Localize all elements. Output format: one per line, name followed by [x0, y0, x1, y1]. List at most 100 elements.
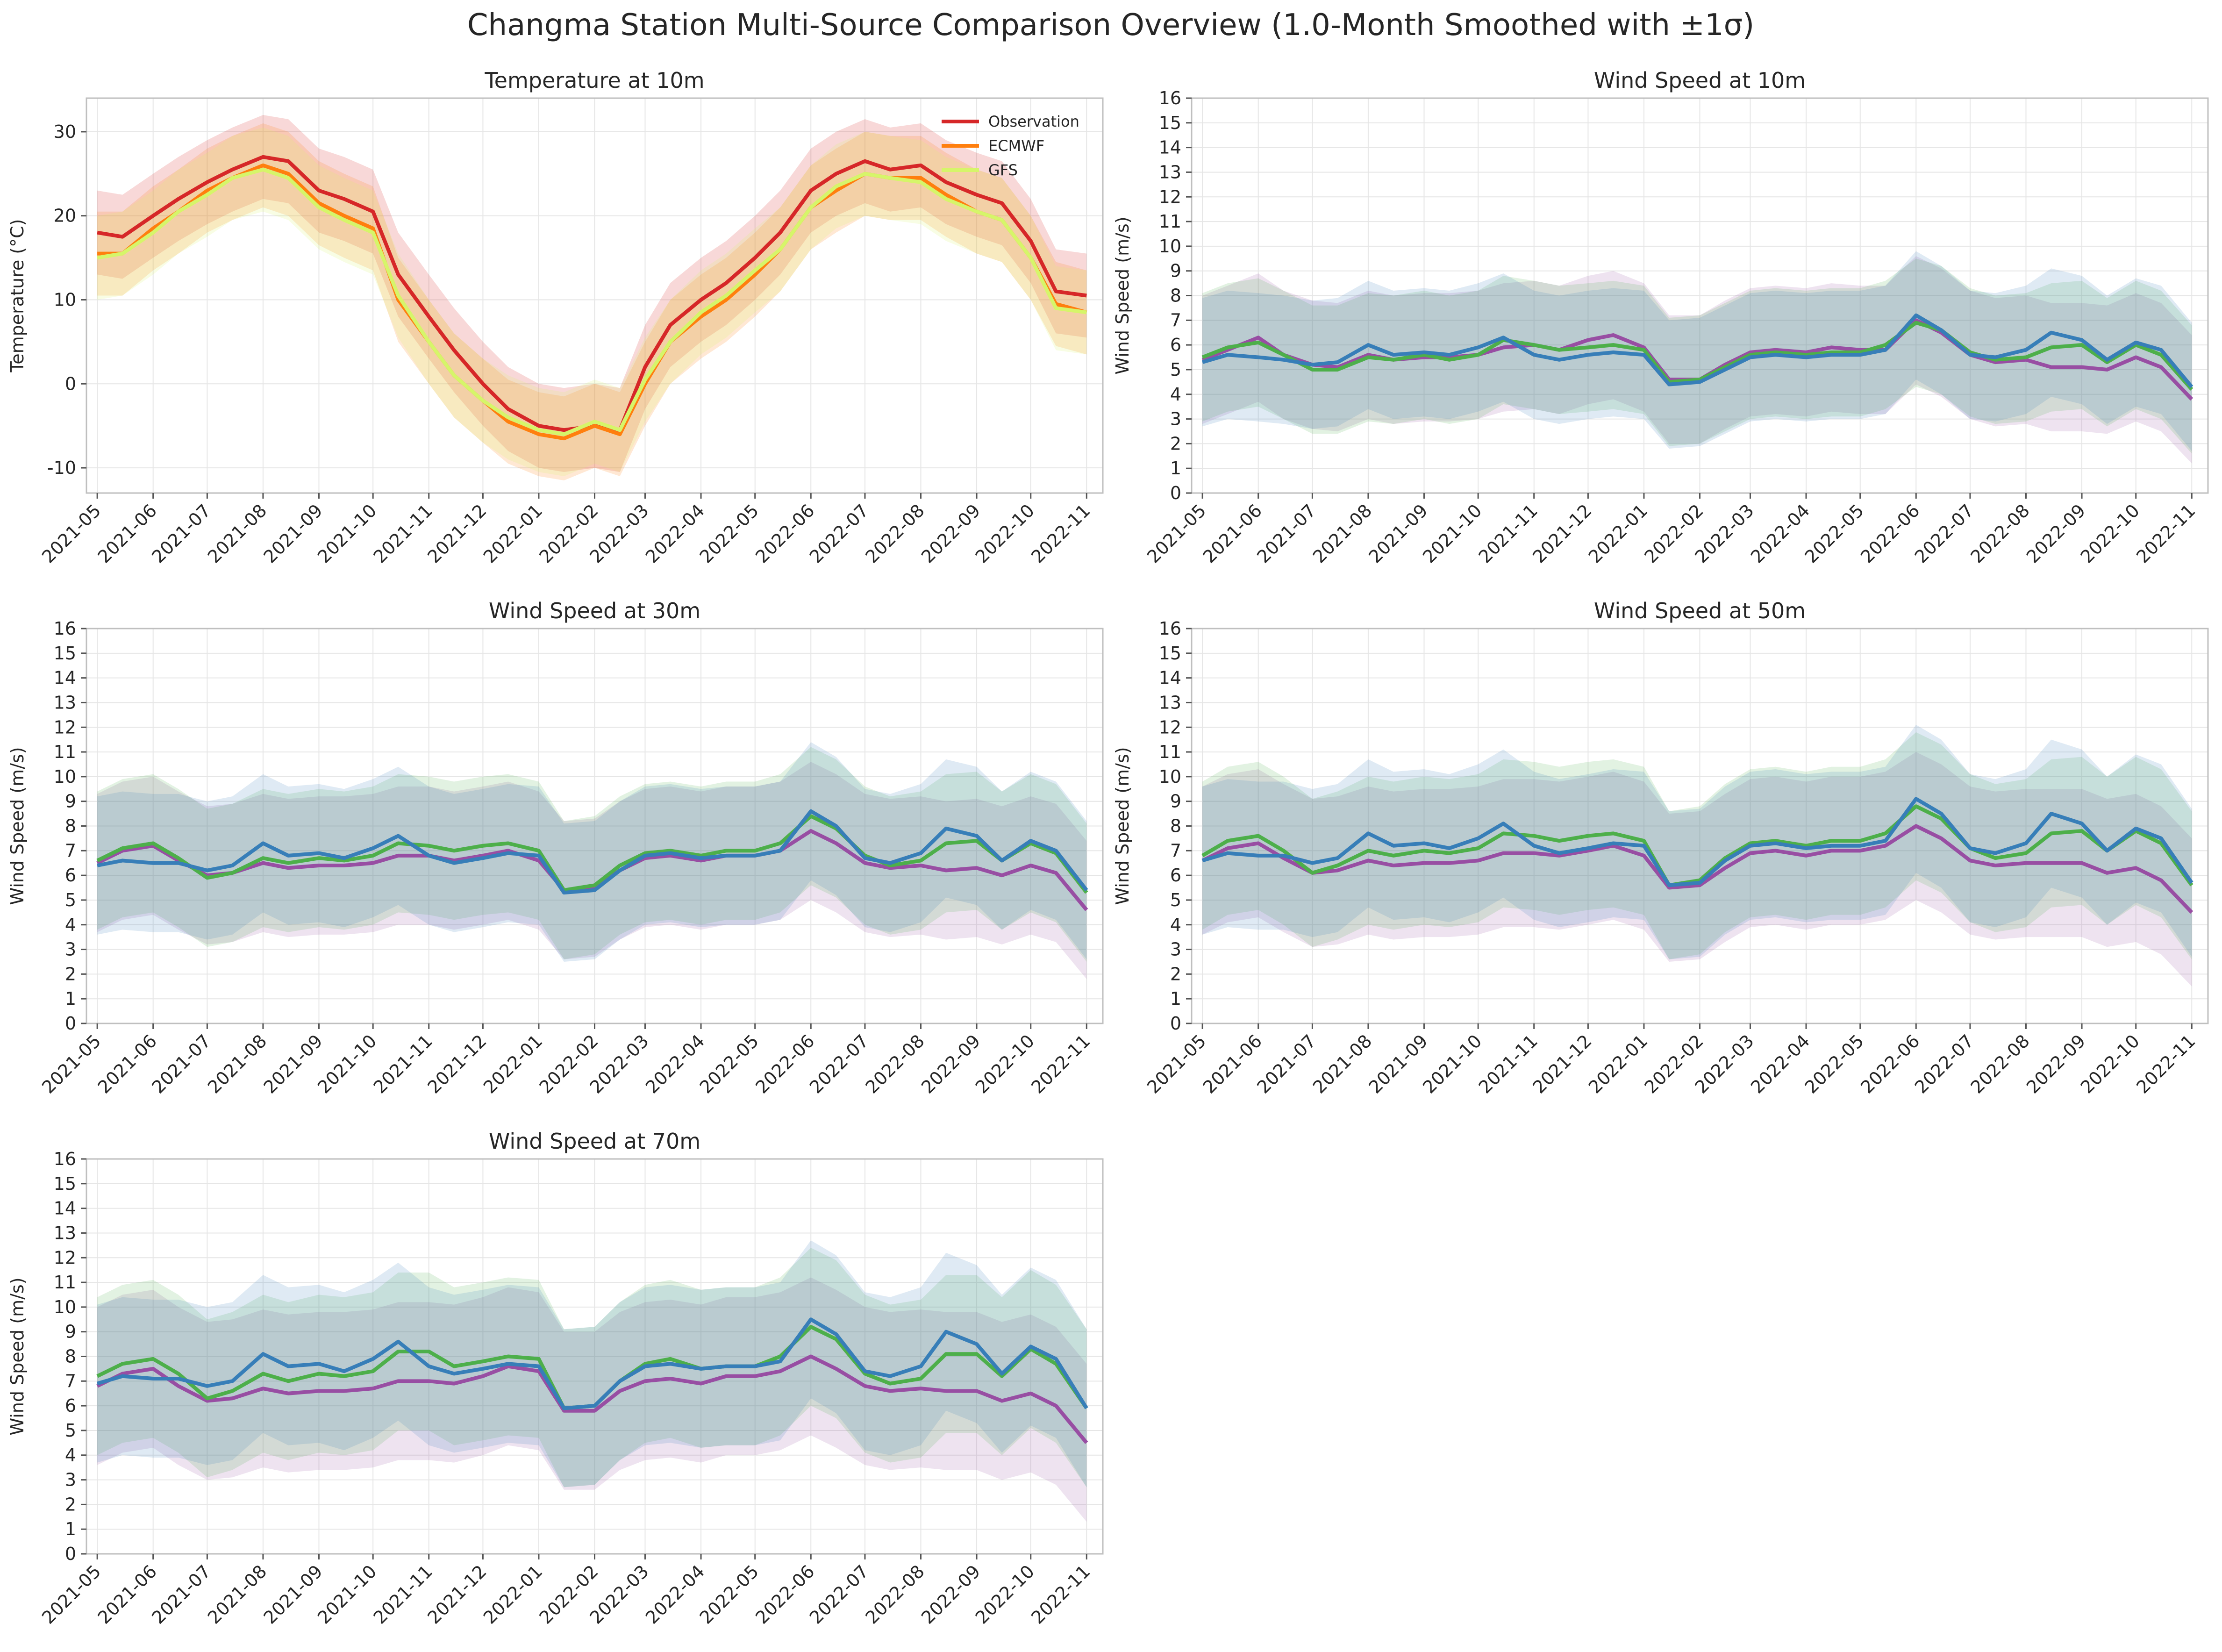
series-group [96, 742, 1088, 979]
series-group [1201, 724, 2193, 987]
series-line-3 [1202, 797, 2193, 887]
panel-title: Wind Speed at 70m [489, 1129, 700, 1154]
y-tick-label: 11 [1159, 742, 1181, 762]
sigma-band-2 [97, 747, 1087, 962]
y-tick-label: 20 [54, 206, 76, 226]
y-tick-label: 5 [1170, 359, 1181, 380]
series-line-3 [97, 167, 1087, 436]
y-tick-label: 4 [65, 915, 76, 935]
sigma-band-2 [97, 1248, 1087, 1488]
sigma-band-1 [1202, 256, 2192, 464]
panel-wind50: 0123456789101112131415162021-052021-0620… [1112, 598, 2209, 1098]
panel-wind10: 0123456789101112131415162021-052021-0620… [1112, 68, 2209, 567]
y-tick-label: 6 [1170, 865, 1181, 886]
y-tick-label: 15 [1159, 643, 1181, 664]
y-tick-label: 1 [1170, 458, 1181, 479]
y-tick-label: 7 [65, 1371, 76, 1391]
y-axis-label: Wind Speed (m/s) [7, 747, 28, 905]
y-tick-label: 3 [65, 939, 76, 960]
series-group [97, 114, 1087, 481]
grid [86, 1159, 1103, 1554]
legend: Observation ECMWF GFS [942, 113, 1079, 179]
panel-wind30: 0123456789101112131415162021-052021-0620… [7, 598, 1104, 1098]
sigma-band-1 [1202, 752, 2192, 987]
y-tick-label: 30 [54, 122, 76, 142]
y-tick-label: 0 [1170, 1013, 1181, 1034]
sigma-band-2 [1202, 258, 2192, 454]
y-tick-label: 12 [54, 717, 76, 737]
y-tick-label: 2 [1170, 964, 1181, 984]
panel-wind70: 0123456789101112131415162021-052021-0620… [7, 1129, 1104, 1628]
y-tick-label: 2 [65, 964, 76, 984]
sigma-band-3 [1202, 724, 2192, 959]
y-tick-label: 9 [65, 1322, 76, 1342]
sigma-band-2 [97, 123, 1087, 481]
y-tick-label: 9 [1170, 791, 1181, 812]
y-tick-label: 6 [1170, 335, 1181, 355]
y-tick-label: 15 [54, 643, 76, 664]
y-tick-label: 8 [65, 1346, 76, 1367]
legend-entry: GFS [988, 161, 1018, 179]
sigma-band-3 [97, 1240, 1087, 1488]
panel-title: Wind Speed at 30m [489, 598, 700, 623]
y-tick-label: 12 [1159, 717, 1181, 737]
series-line-2 [96, 814, 1088, 894]
y-tick-label: 14 [54, 668, 76, 688]
y-tick-label: 13 [54, 692, 76, 713]
y-tick-label: 6 [65, 865, 76, 886]
figure-suptitle: Changma Station Multi-Source Comparison … [467, 8, 1754, 43]
series-line-1 [96, 1354, 1088, 1444]
y-tick-label: 1 [65, 1519, 76, 1539]
y-tick-label: 11 [1159, 211, 1181, 232]
y-tick-label: -10 [47, 458, 76, 478]
y-tick-label: 16 [54, 1149, 76, 1169]
y-tick-label: 15 [54, 1173, 76, 1194]
y-tick-label: 13 [1159, 162, 1181, 182]
y-tick-label: 2 [65, 1494, 76, 1515]
y-tick-label: 7 [1170, 310, 1181, 330]
y-tick-label: 5 [1170, 890, 1181, 910]
y-tick-label: 10 [54, 766, 76, 787]
y-tick-label: 16 [54, 618, 76, 639]
series-line-3 [97, 1317, 1088, 1410]
y-tick-label: 13 [54, 1223, 76, 1243]
y-tick-label: 0 [65, 373, 76, 394]
y-tick-label: 1 [1170, 988, 1181, 1009]
panel-temp10: -1001020302021-052021-062021-072021-0820… [7, 68, 1104, 567]
y-axis-label: Temperature (°C) [7, 219, 28, 373]
y-tick-label: 5 [65, 1420, 76, 1441]
sigma-band-1 [97, 114, 1087, 472]
y-tick-label: 4 [1170, 915, 1181, 935]
y-tick-label: 7 [65, 840, 76, 861]
y-tick-label: 11 [54, 1272, 76, 1293]
series-line-1 [1201, 824, 2193, 914]
series-line-3 [97, 809, 1088, 895]
grid [1192, 98, 2208, 493]
y-tick-label: 12 [1159, 186, 1181, 207]
y-tick-label: 3 [1170, 939, 1181, 960]
y-tick-label: 8 [1170, 286, 1181, 306]
sigma-band-3 [97, 742, 1087, 962]
y-tick-label: 7 [1170, 840, 1181, 861]
y-tick-label: 11 [54, 742, 76, 762]
y-tick-label: 0 [65, 1544, 76, 1564]
y-tick-label: 8 [65, 816, 76, 837]
y-tick-label: 12 [54, 1247, 76, 1268]
y-tick-label: 10 [54, 1297, 76, 1317]
y-tick-label: 14 [1159, 668, 1181, 688]
y-tick-label: 13 [1159, 692, 1181, 713]
y-axis-label: Wind Speed (m/s) [1112, 747, 1133, 905]
sigma-band-2 [1202, 732, 2192, 959]
sigma-band-3 [1202, 251, 2192, 451]
y-tick-label: 14 [54, 1198, 76, 1219]
y-tick-label: 10 [1159, 766, 1181, 787]
y-tick-label: 0 [1170, 483, 1181, 503]
y-tick-label: 9 [1170, 261, 1181, 281]
y-axis-label: Wind Speed (m/s) [7, 1277, 28, 1435]
series-line-2 [1201, 321, 2193, 391]
panel-title: Temperature at 10m [484, 68, 704, 93]
y-tick-label: 14 [1159, 137, 1181, 158]
legend-entry: Observation [988, 113, 1079, 130]
series-line-2 [97, 163, 1087, 441]
